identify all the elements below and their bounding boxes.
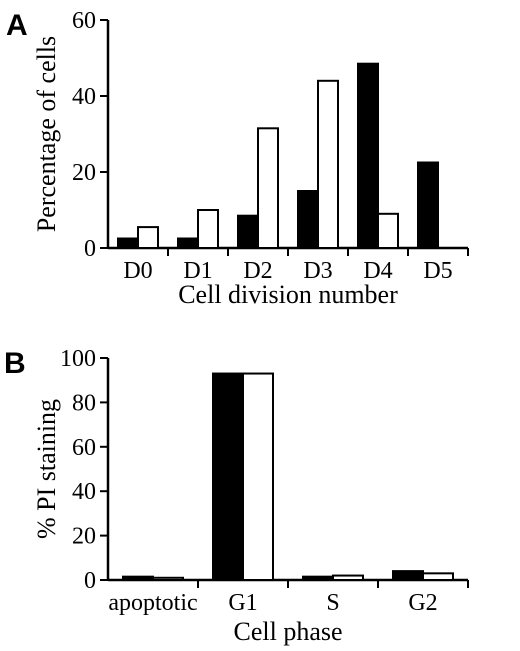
chart1-y-tick-label-4: 80	[72, 390, 96, 416]
chart1-x-tick-label-3: G2	[408, 590, 437, 616]
chart0-x-axis-title: Cell division number	[178, 280, 398, 309]
chart1-x-axis-title: Cell phase	[233, 617, 342, 646]
chart1-y-tick-label-3: 60	[72, 435, 96, 461]
chart0-y-axis-title: Percentage of cells	[32, 36, 61, 232]
chart1-y-tick-label-2: 40	[72, 479, 96, 505]
chart0-y-tick-label-0: 0	[84, 236, 96, 262]
chart0-x-tick-label-5: D5	[423, 258, 452, 284]
panel-b: B 0 20 40 60 80 100 apoptotic G1 S G2 Cell phase % …	[4, 346, 469, 646]
chart0-y-tick-label-2: 40	[72, 84, 96, 110]
chart0-y-tick-label-1: 20	[72, 160, 96, 186]
chart1-y-tick-label-0: 0	[84, 568, 96, 594]
panel-a: A 0 20 40 60 D0 D1 D2 D3 D4 D5 Cell division numbe…	[6, 8, 469, 309]
panel-a-letter: A	[6, 9, 28, 42]
chart0-bar-s1-D3	[317, 79, 339, 249]
chart0-bar-s1-D2	[257, 127, 279, 249]
chart0-x-tick-label-2: D2	[243, 258, 272, 284]
chart1-bar-s0-G2	[392, 570, 424, 581]
chart0-bar-s0-D3	[297, 190, 319, 249]
chart1-bar-s0-G1	[212, 372, 244, 582]
chart0-bar-s1-D1	[197, 209, 219, 249]
chart1-bar-s0-apoptotic	[122, 575, 154, 581]
chart1-bar-s0-S	[302, 575, 334, 581]
chart0-y-tick-label-3: 60	[72, 8, 96, 34]
chart1-bar-s1-apoptotic	[152, 576, 184, 582]
chart1-y-axis-title: % PI staining	[32, 399, 61, 539]
chart1-x-tick-label-0: apoptotic	[108, 590, 197, 616]
chart1-x-tick-label-2: S	[326, 590, 339, 616]
chart0-x-tick-label-1: D1	[183, 258, 212, 284]
chart0-bar-s0-D4	[357, 62, 379, 250]
chart0-bar-s1-D0	[137, 226, 159, 250]
chart1-bar-s1-G2	[422, 572, 454, 582]
chart0-x-tick-label-3: D3	[303, 258, 332, 284]
chart1-bar-s1-S	[332, 574, 364, 581]
chart0-bar-s1-D4	[377, 212, 399, 250]
chart1-x-tick-label-1: G1	[228, 590, 257, 616]
chart0-bar-s0-D1	[177, 237, 199, 249]
chart1-y-tick-label-1: 20	[72, 524, 96, 550]
chart-b: 0 20 40 60 80 100 apoptotic G1 S G2 Cell phase % PI…	[32, 346, 469, 646]
chart0-bar-s0-D5	[417, 161, 439, 249]
chart0-x-tick-label-0: D0	[123, 258, 152, 284]
chart0-bar-s0-D2	[237, 214, 259, 249]
chart0-bar-s0-D0	[117, 237, 139, 249]
chart1-y-tick-label-5: 100	[60, 346, 96, 372]
chart1-bar-s1-G1	[242, 372, 274, 582]
chart0-x-tick-label-4: D4	[363, 258, 392, 284]
chart-a: 0 20 40 60 D0 D1 D2 D3 D4 D5 Cell division number P…	[32, 8, 469, 309]
panel-b-letter: B	[4, 347, 26, 380]
